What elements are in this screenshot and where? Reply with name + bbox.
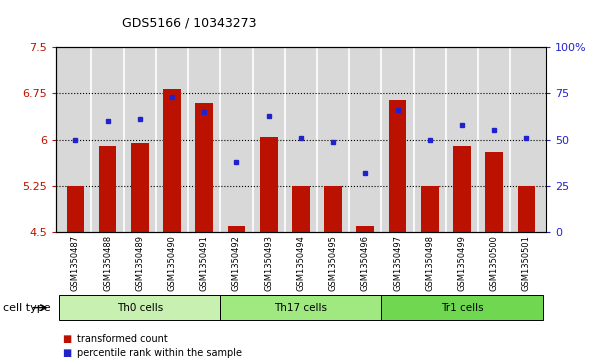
Bar (260, 136, 277, 232)
Bar (486, 152, 503, 232)
Bar (195, 103, 213, 232)
Bar (324, 186, 342, 232)
Text: Th0 cells: Th0 cells (117, 303, 163, 313)
Text: ■: ■ (62, 348, 71, 358)
Bar (99, 146, 116, 232)
Bar (67, 186, 84, 232)
Text: Tr1 cells: Tr1 cells (441, 303, 483, 313)
Bar (163, 89, 181, 232)
Bar (228, 226, 245, 232)
Text: GDS5166 / 10343273: GDS5166 / 10343273 (122, 16, 256, 29)
Text: cell type: cell type (3, 303, 51, 313)
Bar (389, 99, 407, 232)
Bar (292, 186, 310, 232)
Bar (517, 186, 535, 232)
Text: transformed count: transformed count (77, 334, 168, 344)
Bar (453, 146, 471, 232)
Bar (131, 143, 149, 232)
Text: percentile rank within the sample: percentile rank within the sample (77, 348, 242, 358)
Bar (220, 295, 382, 320)
Bar (382, 295, 543, 320)
Text: Th17 cells: Th17 cells (274, 303, 327, 313)
Bar (356, 226, 374, 232)
Bar (59, 295, 220, 320)
Bar (421, 186, 438, 232)
Text: ■: ■ (62, 334, 71, 344)
